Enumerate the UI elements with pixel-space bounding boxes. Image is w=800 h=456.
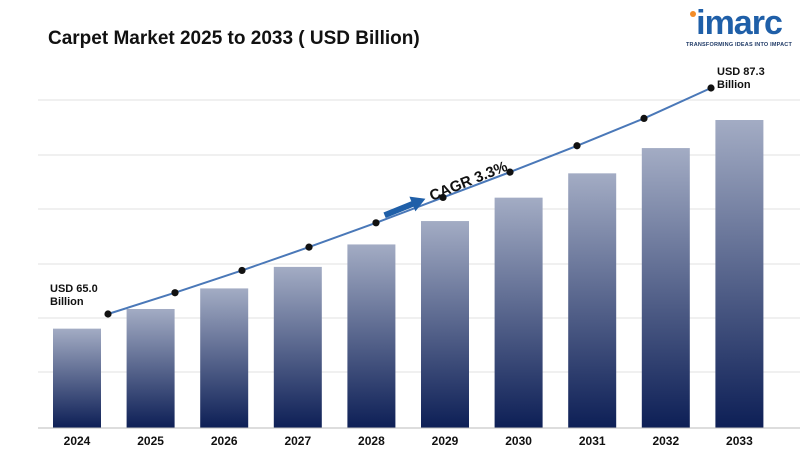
- logo-wordmark: imarc: [696, 4, 783, 42]
- bar-2027: [273, 266, 322, 428]
- trend-point-2025: [171, 289, 179, 297]
- logo-dot-icon: [690, 11, 696, 17]
- end-unit-label: Billion: [717, 79, 751, 91]
- x-tick-2032: 2032: [652, 434, 679, 448]
- bar-2028: [347, 244, 396, 428]
- x-tick-2024: 2024: [64, 434, 91, 448]
- trend-point-2030: [506, 168, 514, 176]
- x-tick-2030: 2030: [505, 434, 532, 448]
- chart-title: Carpet Market 2025 to 2033 ( USD Billion…: [48, 28, 420, 49]
- x-tick-labels: 2024 2025 2026 2027 2028 2029 2030 2031 2032 2033: [64, 434, 753, 448]
- end-value-label: USD 87.3: [717, 66, 765, 78]
- trend-point-2027: [305, 243, 313, 251]
- trend-point-2024: [104, 310, 112, 318]
- bar-2031: [568, 173, 617, 428]
- trend-point-2028: [372, 219, 380, 227]
- imarc-logo: imarc TRANSFORMING IDEAS INTO IMPACT: [684, 4, 794, 50]
- bar-2032: [641, 148, 690, 428]
- start-unit-label: Billion: [50, 296, 84, 308]
- bar-2026: [200, 288, 249, 428]
- bar-2030: [494, 197, 543, 428]
- x-tick-2029: 2029: [432, 434, 459, 448]
- trend-point-2033: [707, 84, 715, 92]
- x-tick-2028: 2028: [358, 434, 385, 448]
- end-value-annotation: USD 87.3 Billion: [717, 66, 765, 92]
- x-tick-2026: 2026: [211, 434, 238, 448]
- bar-2024: [53, 328, 101, 428]
- trend-point-2032: [640, 114, 648, 123]
- trend-point-2031: [573, 142, 581, 150]
- bar-2029: [421, 221, 469, 428]
- trend-point-2026: [238, 266, 246, 275]
- bar-2025: [126, 308, 175, 428]
- x-tick-2033: 2033: [726, 434, 753, 448]
- x-tick-2025: 2025: [137, 434, 164, 448]
- trend-markers: [104, 84, 715, 318]
- x-tick-2027: 2027: [284, 434, 311, 448]
- logo-tagline: TRANSFORMING IDEAS INTO IMPACT: [685, 42, 793, 48]
- x-tick-2031: 2031: [579, 434, 606, 448]
- start-value-label: USD 65.0: [50, 283, 98, 295]
- trend-point-2029: [439, 193, 447, 202]
- bar-2033: [715, 120, 764, 428]
- trend-line: [107, 87, 712, 315]
- bar-group: [53, 120, 764, 428]
- start-value-annotation: USD 65.0 Billion: [50, 283, 98, 309]
- cagr-arrow-shape: [383, 196, 426, 219]
- cagr-arrow-icon: [383, 196, 426, 219]
